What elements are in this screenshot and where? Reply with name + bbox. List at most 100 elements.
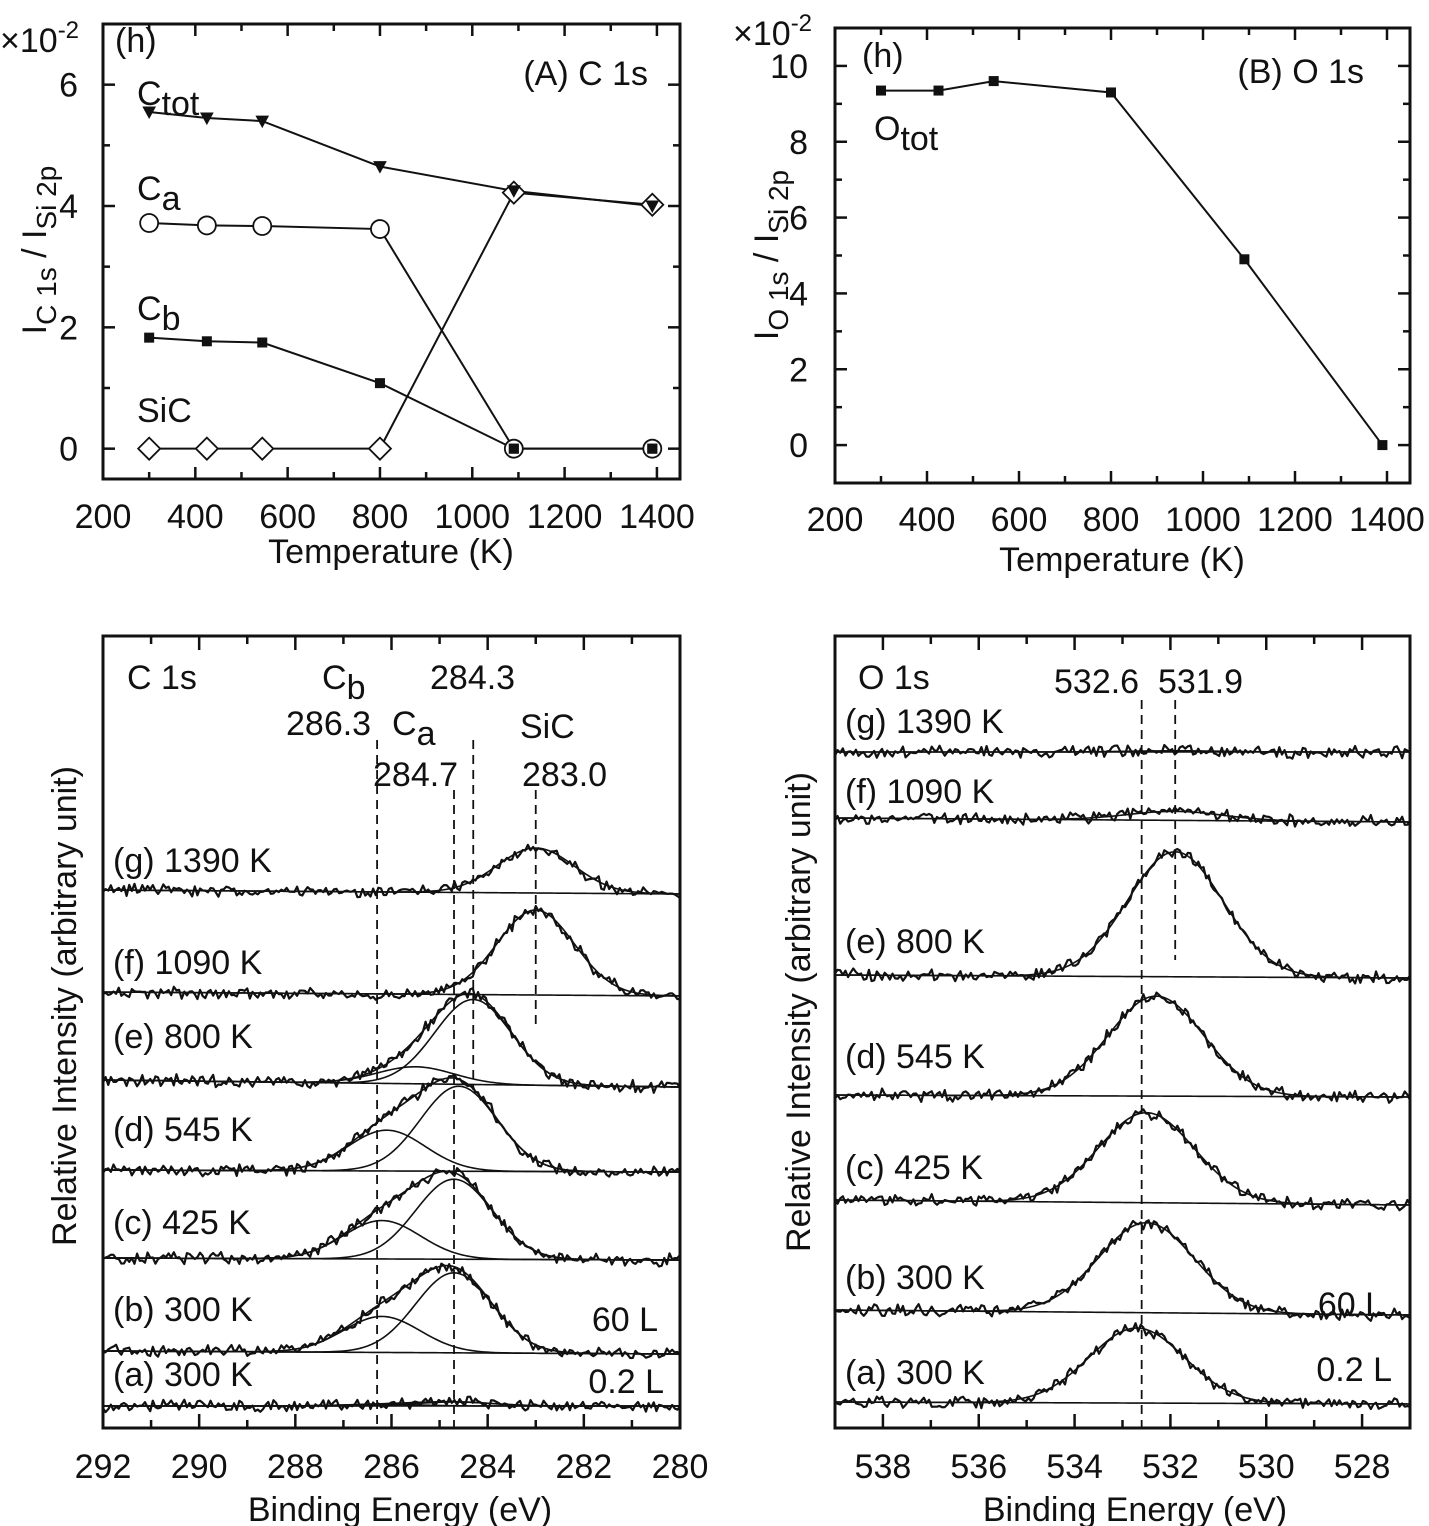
legend-ca: Ca	[137, 170, 181, 218]
spectrum-trace	[102, 1395, 681, 1414]
panel-b-markers	[876, 76, 1388, 451]
spectrum-trace	[102, 904, 681, 1001]
ref-label-284-3: 284.3	[430, 659, 515, 697]
data-point-series-0	[255, 115, 270, 129]
spectrum-trace	[833, 1108, 1411, 1212]
ref-label-283-0: 283.0	[522, 756, 607, 794]
spectrum-label-d: (d) 545 K	[113, 1111, 253, 1149]
peak-label-cb: Cb	[322, 659, 365, 707]
x-tick-label: 532	[1142, 1448, 1199, 1486]
panel-d-reference-lines	[1140, 700, 1177, 1428]
spectrum-label-f: (f) 1090 K	[113, 944, 263, 982]
o-spectrum-label-b: (b) 300 K	[845, 1259, 985, 1297]
x-tick-label: 800	[352, 498, 409, 536]
o-exposure-0-2l: 0.2 L	[1316, 1351, 1392, 1389]
panel-a-letter: (h)	[115, 22, 157, 60]
ref-label-532-6: 532.6	[1054, 663, 1139, 701]
x-tick-label: 528	[1334, 1448, 1391, 1486]
panel-a-ticks	[101, 24, 680, 479]
ref-label-531-9: 531.9	[1158, 663, 1243, 701]
x-tick-label: 1200	[1257, 501, 1333, 539]
panel-d-tick-labels: 538 536 534 532 530 528	[855, 1448, 1391, 1486]
y-tick-label: 2	[789, 351, 808, 389]
spectrum-label-g: (g) 1390 K	[113, 842, 272, 880]
x-tick-label: 1200	[527, 498, 603, 536]
x-tick-label: 538	[855, 1448, 912, 1486]
data-point-series-0	[645, 200, 660, 214]
y-tick-label: 8	[789, 124, 808, 162]
panel-b-ticks	[833, 28, 1410, 483]
data-point-series-3	[136, 436, 162, 461]
data-point-series-3	[249, 436, 275, 461]
x-tick-label: 290	[171, 1448, 228, 1486]
panel-c-ticks	[101, 636, 682, 1428]
x-tick-label: 600	[991, 501, 1048, 539]
data-point-series-2	[257, 337, 268, 348]
x-tick-label: 1000	[1165, 501, 1241, 539]
x-tick-label: 200	[75, 498, 132, 536]
series-line-0	[881, 80, 1384, 446]
data-point-series-2	[374, 378, 385, 389]
data-point-series-1	[139, 213, 160, 233]
x-tick-label: 200	[807, 501, 864, 539]
series-line-2	[149, 336, 653, 450]
legend-sic: SiC	[137, 392, 192, 430]
data-point-series-2	[647, 443, 658, 454]
x-tick-label: 284	[459, 1448, 516, 1486]
o-spectrum-label-d: (d) 545 K	[845, 1038, 985, 1076]
y-tick-label: 6	[59, 67, 78, 105]
y-tick-label: 2	[59, 309, 78, 347]
data-point-series-2	[144, 332, 155, 343]
data-point-series-0	[933, 85, 944, 96]
data-point-series-1	[370, 219, 390, 239]
y-tick-label: 10	[770, 48, 808, 86]
x-tick-label: 1400	[619, 498, 695, 536]
exposure-0-2l: 0.2 L	[588, 1363, 664, 1401]
x-tick-label: 536	[950, 1448, 1007, 1486]
data-point-series-3	[194, 436, 220, 461]
spectrum-trace	[834, 991, 1411, 1104]
data-point-series-1	[196, 215, 217, 236]
x-tick-label: 280	[652, 1448, 709, 1486]
panel-a-markers	[136, 106, 665, 461]
x-tick-label: 400	[167, 498, 224, 536]
o-spectrum-label-c: (c) 425 K	[845, 1149, 983, 1187]
panel-a-tick-labels: 200 400 600 800 1000 1200 1400 0 2 4 6	[59, 67, 695, 536]
panel-b-letter: (h)	[862, 37, 904, 75]
spectrum-trace	[102, 1262, 681, 1360]
data-point-series-0	[876, 85, 886, 96]
ref-label-286-3: 286.3	[286, 705, 371, 743]
data-point-series-1	[252, 216, 273, 236]
panel-a-xlabel: Temperature (K)	[268, 533, 514, 571]
x-tick-label: 800	[1083, 501, 1140, 539]
spectrum-trace	[834, 743, 1411, 760]
panel-b-xlabel: Temperature (K)	[999, 541, 1245, 579]
series-line-0	[149, 110, 653, 207]
o-spectrum-label-a: (a) 300 K	[845, 1354, 985, 1392]
data-point-series-0	[142, 106, 157, 120]
peak-label-sic: SiC	[520, 708, 575, 746]
series-line-1	[149, 221, 653, 450]
data-point-series-0	[1377, 440, 1388, 451]
o-spectrum-label-e: (e) 800 K	[845, 923, 985, 961]
data-point-series-2	[508, 443, 519, 454]
spectrum-trace	[102, 987, 681, 1094]
data-point-series-0	[200, 112, 214, 126]
panel-b-series-lines	[881, 80, 1384, 446]
x-tick-label: 534	[1046, 1448, 1103, 1486]
spectrum-label-a: (a) 300 K	[113, 1356, 253, 1394]
peak-label-ca: Ca	[392, 705, 436, 753]
spectrum-trace	[102, 843, 681, 899]
data-point-series-0	[988, 76, 999, 87]
ref-label-284-7: 284.7	[373, 756, 458, 794]
panel-d-xlabel: Binding Energy (eV)	[983, 1491, 1287, 1526]
panel-b-tick-labels: 200 400 600 800 1000 1200 1400 0 2 4 6 8 10	[770, 48, 1425, 539]
o-exposure-60l: 60 L	[1318, 1286, 1384, 1324]
panel-b-frame	[833, 26, 1412, 485]
legend-cb: Cb	[137, 290, 180, 338]
o-spectrum-label-g: (g) 1390 K	[845, 703, 1004, 741]
panel-d-o1s-spectra: 538 536 534 532 530 528 O 1s 532.6 531.9 (a) …	[780, 634, 1412, 1526]
panel-a-multiplier: ×10-2	[0, 17, 79, 60]
spectrum-label-e: (e) 800 K	[113, 1018, 253, 1056]
